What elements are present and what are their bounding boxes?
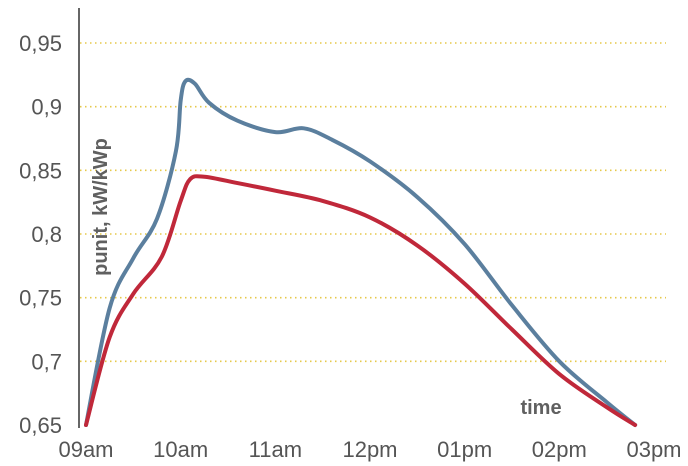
- x-tick-label: 09am: [58, 437, 113, 462]
- series-line-2: [84, 174, 638, 427]
- x-axis-label: time: [520, 397, 561, 419]
- y-tick-label: 0,9: [31, 95, 62, 120]
- x-tick-label: 01pm: [437, 437, 492, 462]
- x-tick-label: 02pm: [532, 437, 587, 462]
- series-line-1: [84, 77, 638, 427]
- gridlines: [80, 42, 666, 363]
- y-tick-label: 0,95: [19, 31, 62, 56]
- x-tick-labels: 09am 10am 11am 12pm 01pm 02pm 03pm: [58, 437, 681, 462]
- x-tick-label: 10am: [153, 437, 208, 462]
- y-axis-label: punit, kW/kWp: [90, 138, 112, 276]
- y-tick-label: 0,7: [31, 349, 62, 374]
- x-tick-label: 03pm: [626, 437, 681, 462]
- x-tick-label: 11am: [249, 437, 302, 462]
- y-tick-label: 0,85: [19, 158, 62, 183]
- y-tick-labels: 0,65 0,7 0,75 0,8 0,85 0,9 0,95: [19, 31, 62, 438]
- y-tick-label: 0,8: [31, 222, 62, 247]
- series-lines: [84, 77, 638, 427]
- y-tick-label: 0,75: [19, 286, 62, 311]
- y-tick-label: 0,65: [19, 413, 62, 438]
- x-tick-label: 12pm: [342, 437, 397, 462]
